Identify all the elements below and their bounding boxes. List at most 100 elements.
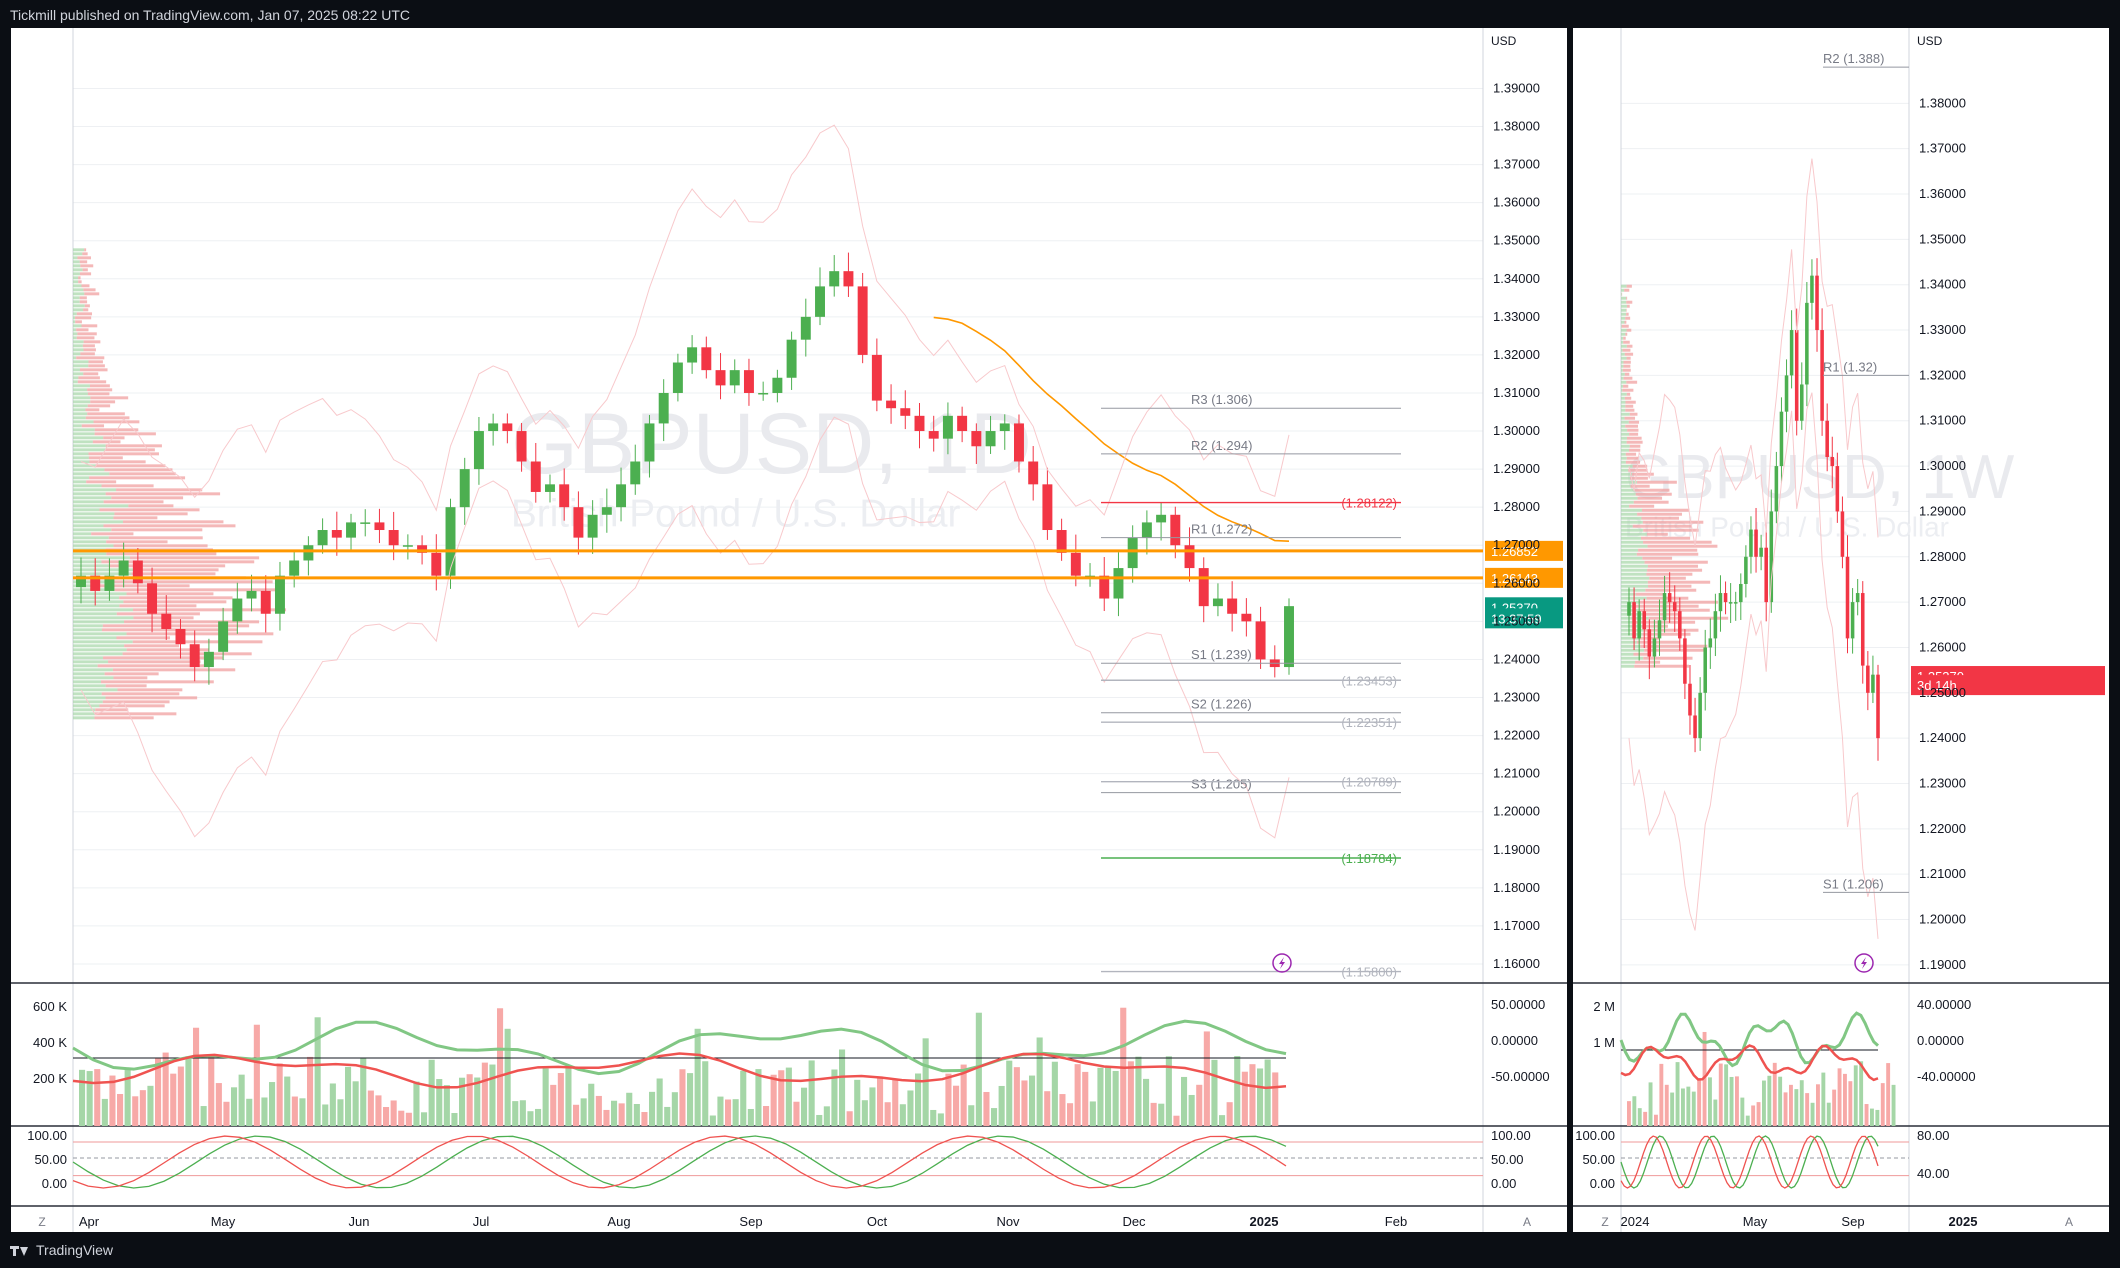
volume-profile-bar [126,648,209,652]
volume-profile-bar [73,652,123,656]
chart-panel-weekly[interactable]: GBPUSD, 1W British Pound / U.S. Dollar R2 … [1573,28,2109,1232]
volume-profile-bar [1621,648,1645,652]
candle-body [417,545,428,553]
volume-profile-bar [73,572,132,576]
volume-tick-label: 400 K [33,1035,67,1050]
volume-profile-bar [1649,576,1686,580]
volume-bar [694,1028,701,1126]
candle-body [1850,602,1855,639]
candle-body [1652,638,1657,657]
x-tick-label: Jul [473,1214,490,1229]
volume-profile-bar [1624,416,1636,420]
volume-bar [641,1112,648,1126]
footer-bar: TradingView [10,1232,2110,1268]
volume-bar [329,1083,336,1126]
y-tick-label: 1.21000 [1919,866,1966,881]
volume-profile-bar [83,372,99,376]
volume-profile-bar [1626,392,1631,396]
volume-profile-bar [73,528,112,532]
y-tick-label: 1.36000 [1919,186,1966,201]
candle-body [374,522,385,531]
volume-bar [839,1049,846,1126]
volume-bar [1173,1115,1180,1126]
volume-bar [497,1008,504,1126]
y-tick-label: 1.38000 [1919,95,1966,110]
volume-profile-bar [1621,640,1637,644]
volume-bar [542,1068,549,1126]
volume-bar [246,1098,253,1126]
candle-body [871,354,882,401]
volume-profile-bar [73,320,76,324]
candle-body [317,530,328,546]
volume-profile-bar [73,484,102,488]
volume-profile-bar [1621,428,1628,432]
volume-profile-bar [73,672,105,676]
volume-bar [854,1079,861,1126]
volume-profile-bar [102,700,170,704]
volume-bar [421,1112,428,1126]
volume-bar [193,1027,200,1126]
volume-profile-bar [73,260,80,264]
y-tick-label: 1.30000 [1493,423,1540,438]
volume-profile-bar [1624,372,1630,376]
volume-profile-bar [1621,284,1627,288]
volume-bar [869,1087,876,1126]
candle-body [971,431,982,447]
volume-profile-bar [1624,396,1632,400]
lightning-bolt-shape [1861,957,1867,969]
x-tick-label: Aug [607,1214,630,1229]
volume-profile-bar [83,308,89,312]
candle-body [1212,598,1223,607]
volume-bar [94,1069,101,1126]
volume-profile-bar [1621,376,1624,380]
candle-body [601,507,612,515]
candle-body [1794,330,1799,421]
volume-bar [945,1073,952,1126]
candle-body [1042,484,1053,531]
volume-profile-bar [1621,372,1625,376]
volume-bar [177,1066,184,1126]
volume-profile-bar [112,668,236,672]
candle-body [1642,611,1647,630]
volume-bar [823,1106,830,1126]
volume-profile-bar [73,264,81,268]
volume-bar [1837,1068,1842,1126]
volume-bar [1648,1082,1653,1126]
volume-profile-bar [106,540,168,544]
volume-profile-bar [73,428,95,432]
volume-profile-bar [1629,432,1639,436]
volume-profile-bar [111,528,203,532]
volume-profile-bar [73,392,88,396]
volume-bar [466,1074,473,1126]
volume-bar [565,1068,572,1126]
stochastic-k-line [72,1135,1287,1189]
candle-body [90,575,101,591]
volume-profile-bar [77,256,91,260]
volume-bar [975,1012,982,1126]
stoch-left-tick: 0.00 [42,1176,67,1191]
volume-profile-bar [73,312,77,316]
y-tick-label: 1.37000 [1919,141,1966,156]
volume-profile-bar [124,620,260,624]
volume-bar [1772,1062,1777,1126]
volume-profile-bar [75,316,92,320]
candle-body [545,484,555,492]
candle-body [957,415,968,432]
pivot-label: S1 (1.206) [1823,876,1884,891]
volume-profile-bar [1625,408,1635,412]
candle-body [1632,602,1636,639]
volume-profile-bar [1629,444,1641,448]
volume-bar [1810,1102,1815,1126]
volume-profile-bar [73,376,79,380]
volume-profile-bar [1621,468,1629,472]
target-level-label: (1.20789) [1341,775,1397,790]
volume-bar [573,1104,580,1126]
volume-profile-bar [77,380,107,384]
candle-body [516,431,527,462]
volume-profile-bar [1621,540,1644,544]
volume-profile-bar [1621,436,1627,440]
volume-profile-bar [73,432,95,436]
chart-panel-daily[interactable]: GBPUSD, 1D British Pound / U.S. Dollar R3 … [11,28,1567,1232]
